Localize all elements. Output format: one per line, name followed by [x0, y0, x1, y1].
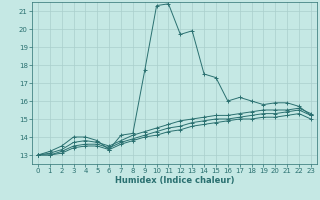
X-axis label: Humidex (Indice chaleur): Humidex (Indice chaleur) — [115, 176, 234, 185]
